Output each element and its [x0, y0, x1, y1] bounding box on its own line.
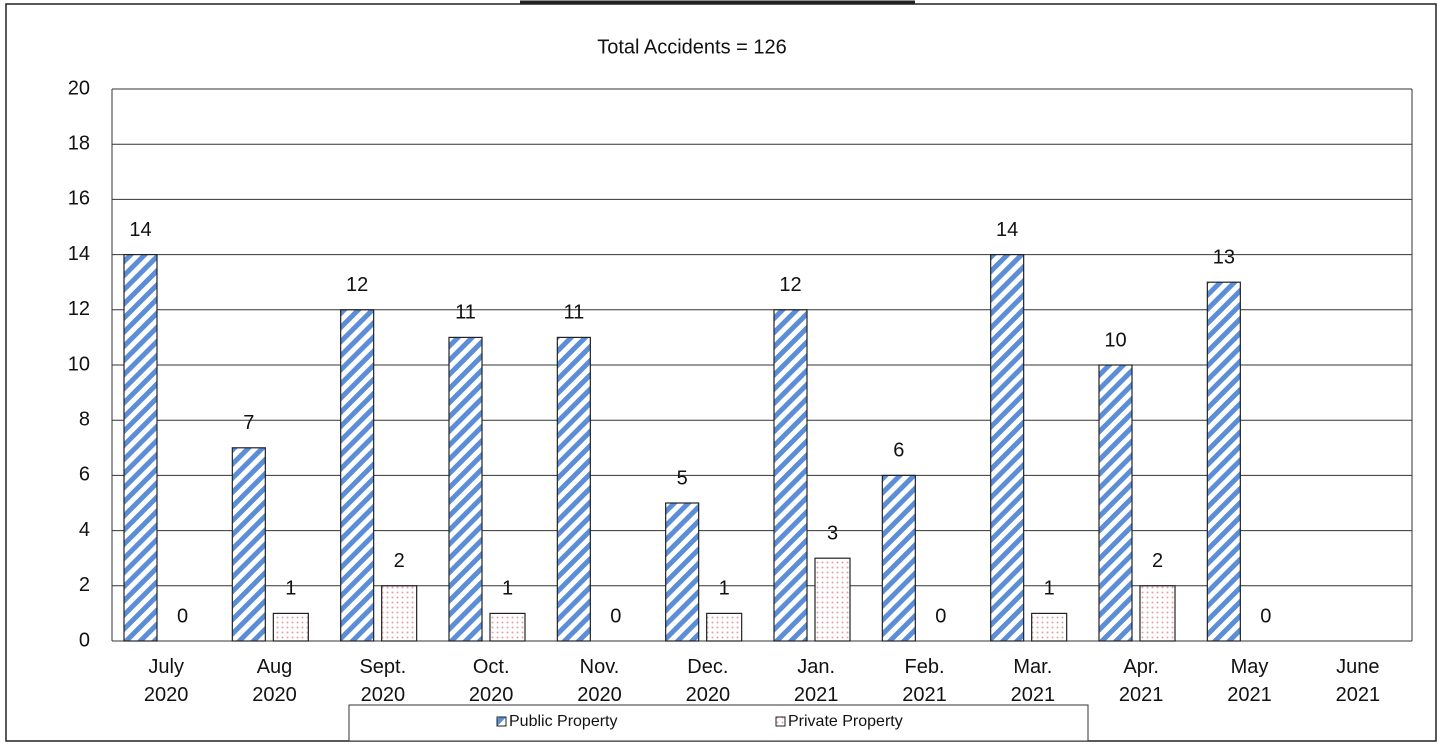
- x-tick-label: Jan. 2021: [794, 656, 839, 706]
- bar: [381, 585, 418, 642]
- data-label: 11: [563, 302, 584, 324]
- bar: [773, 309, 808, 642]
- y-tick-label: 20: [68, 77, 90, 99]
- y-tick-label: 12: [68, 298, 90, 320]
- x-tick-label: Oct. 2020: [469, 656, 514, 706]
- x-tick-label: Mar. 2021: [1011, 656, 1056, 706]
- legend-swatch: [496, 716, 507, 727]
- data-label: 14: [996, 219, 1018, 241]
- x-tick-label: Aug 2020: [252, 656, 297, 706]
- bar: [1206, 281, 1241, 642]
- data-label: 7: [243, 412, 254, 434]
- x-tick-label: May 2021: [1227, 656, 1272, 706]
- data-label: 10: [1104, 329, 1126, 351]
- bar: [448, 336, 483, 642]
- bar: [814, 557, 851, 642]
- legend-box: [348, 704, 1089, 742]
- x-tick-label: Feb. 2021: [902, 656, 947, 706]
- data-label: 3: [827, 522, 838, 544]
- bar: [272, 612, 309, 642]
- bar: [489, 612, 526, 642]
- data-label: 1: [502, 578, 513, 600]
- data-label: 2: [1152, 550, 1163, 572]
- bar: [1139, 585, 1176, 642]
- data-label: 0: [935, 605, 946, 627]
- data-label: 6: [893, 440, 904, 462]
- x-tick-label: Dec. 2020: [686, 656, 731, 706]
- bar: [556, 336, 591, 642]
- data-label: 0: [1260, 605, 1271, 627]
- y-tick-label: 14: [68, 243, 90, 265]
- y-tick-label: 2: [79, 574, 90, 596]
- data-label: 13: [1213, 246, 1235, 268]
- bar: [665, 502, 700, 642]
- y-tick-label: 6: [79, 464, 90, 486]
- data-label: 1: [285, 578, 296, 600]
- x-tick-label: July 2020: [144, 656, 189, 706]
- data-label: 1: [719, 578, 730, 600]
- data-label: 0: [177, 605, 188, 627]
- legend-label: Public Property: [509, 713, 618, 730]
- y-tick-label: 10: [68, 353, 90, 375]
- bar: [123, 254, 158, 642]
- legend-label: Private Property: [788, 713, 903, 730]
- data-label: 5: [677, 467, 688, 489]
- x-tick-label: Nov. 2020: [577, 656, 622, 706]
- x-tick-label: Apr. 2021: [1119, 656, 1164, 706]
- y-tick-label: 4: [79, 519, 90, 541]
- y-tick-label: 0: [79, 629, 90, 651]
- bar: [990, 254, 1025, 642]
- y-tick-label: 16: [68, 188, 90, 210]
- x-tick-label: June 2021: [1336, 656, 1381, 706]
- bar: [706, 612, 743, 642]
- data-label: 14: [129, 219, 151, 241]
- chart-title: Total Accidents = 126: [597, 36, 787, 58]
- bar: [1031, 612, 1068, 642]
- data-label: 12: [779, 274, 801, 296]
- bar: [340, 309, 375, 642]
- data-label: 11: [455, 302, 476, 324]
- legend-swatch: [775, 716, 786, 727]
- data-label: 0: [610, 605, 621, 627]
- data-label: 2: [394, 550, 405, 572]
- y-tick-label: 8: [79, 408, 90, 430]
- y-tick-label: 18: [68, 132, 90, 154]
- data-label: 12: [346, 274, 368, 296]
- bar: [881, 474, 916, 642]
- bar: [231, 447, 266, 642]
- x-tick-label: Sept. 2020: [359, 656, 406, 706]
- data-label: 1: [1044, 578, 1055, 600]
- bar: [1098, 364, 1133, 642]
